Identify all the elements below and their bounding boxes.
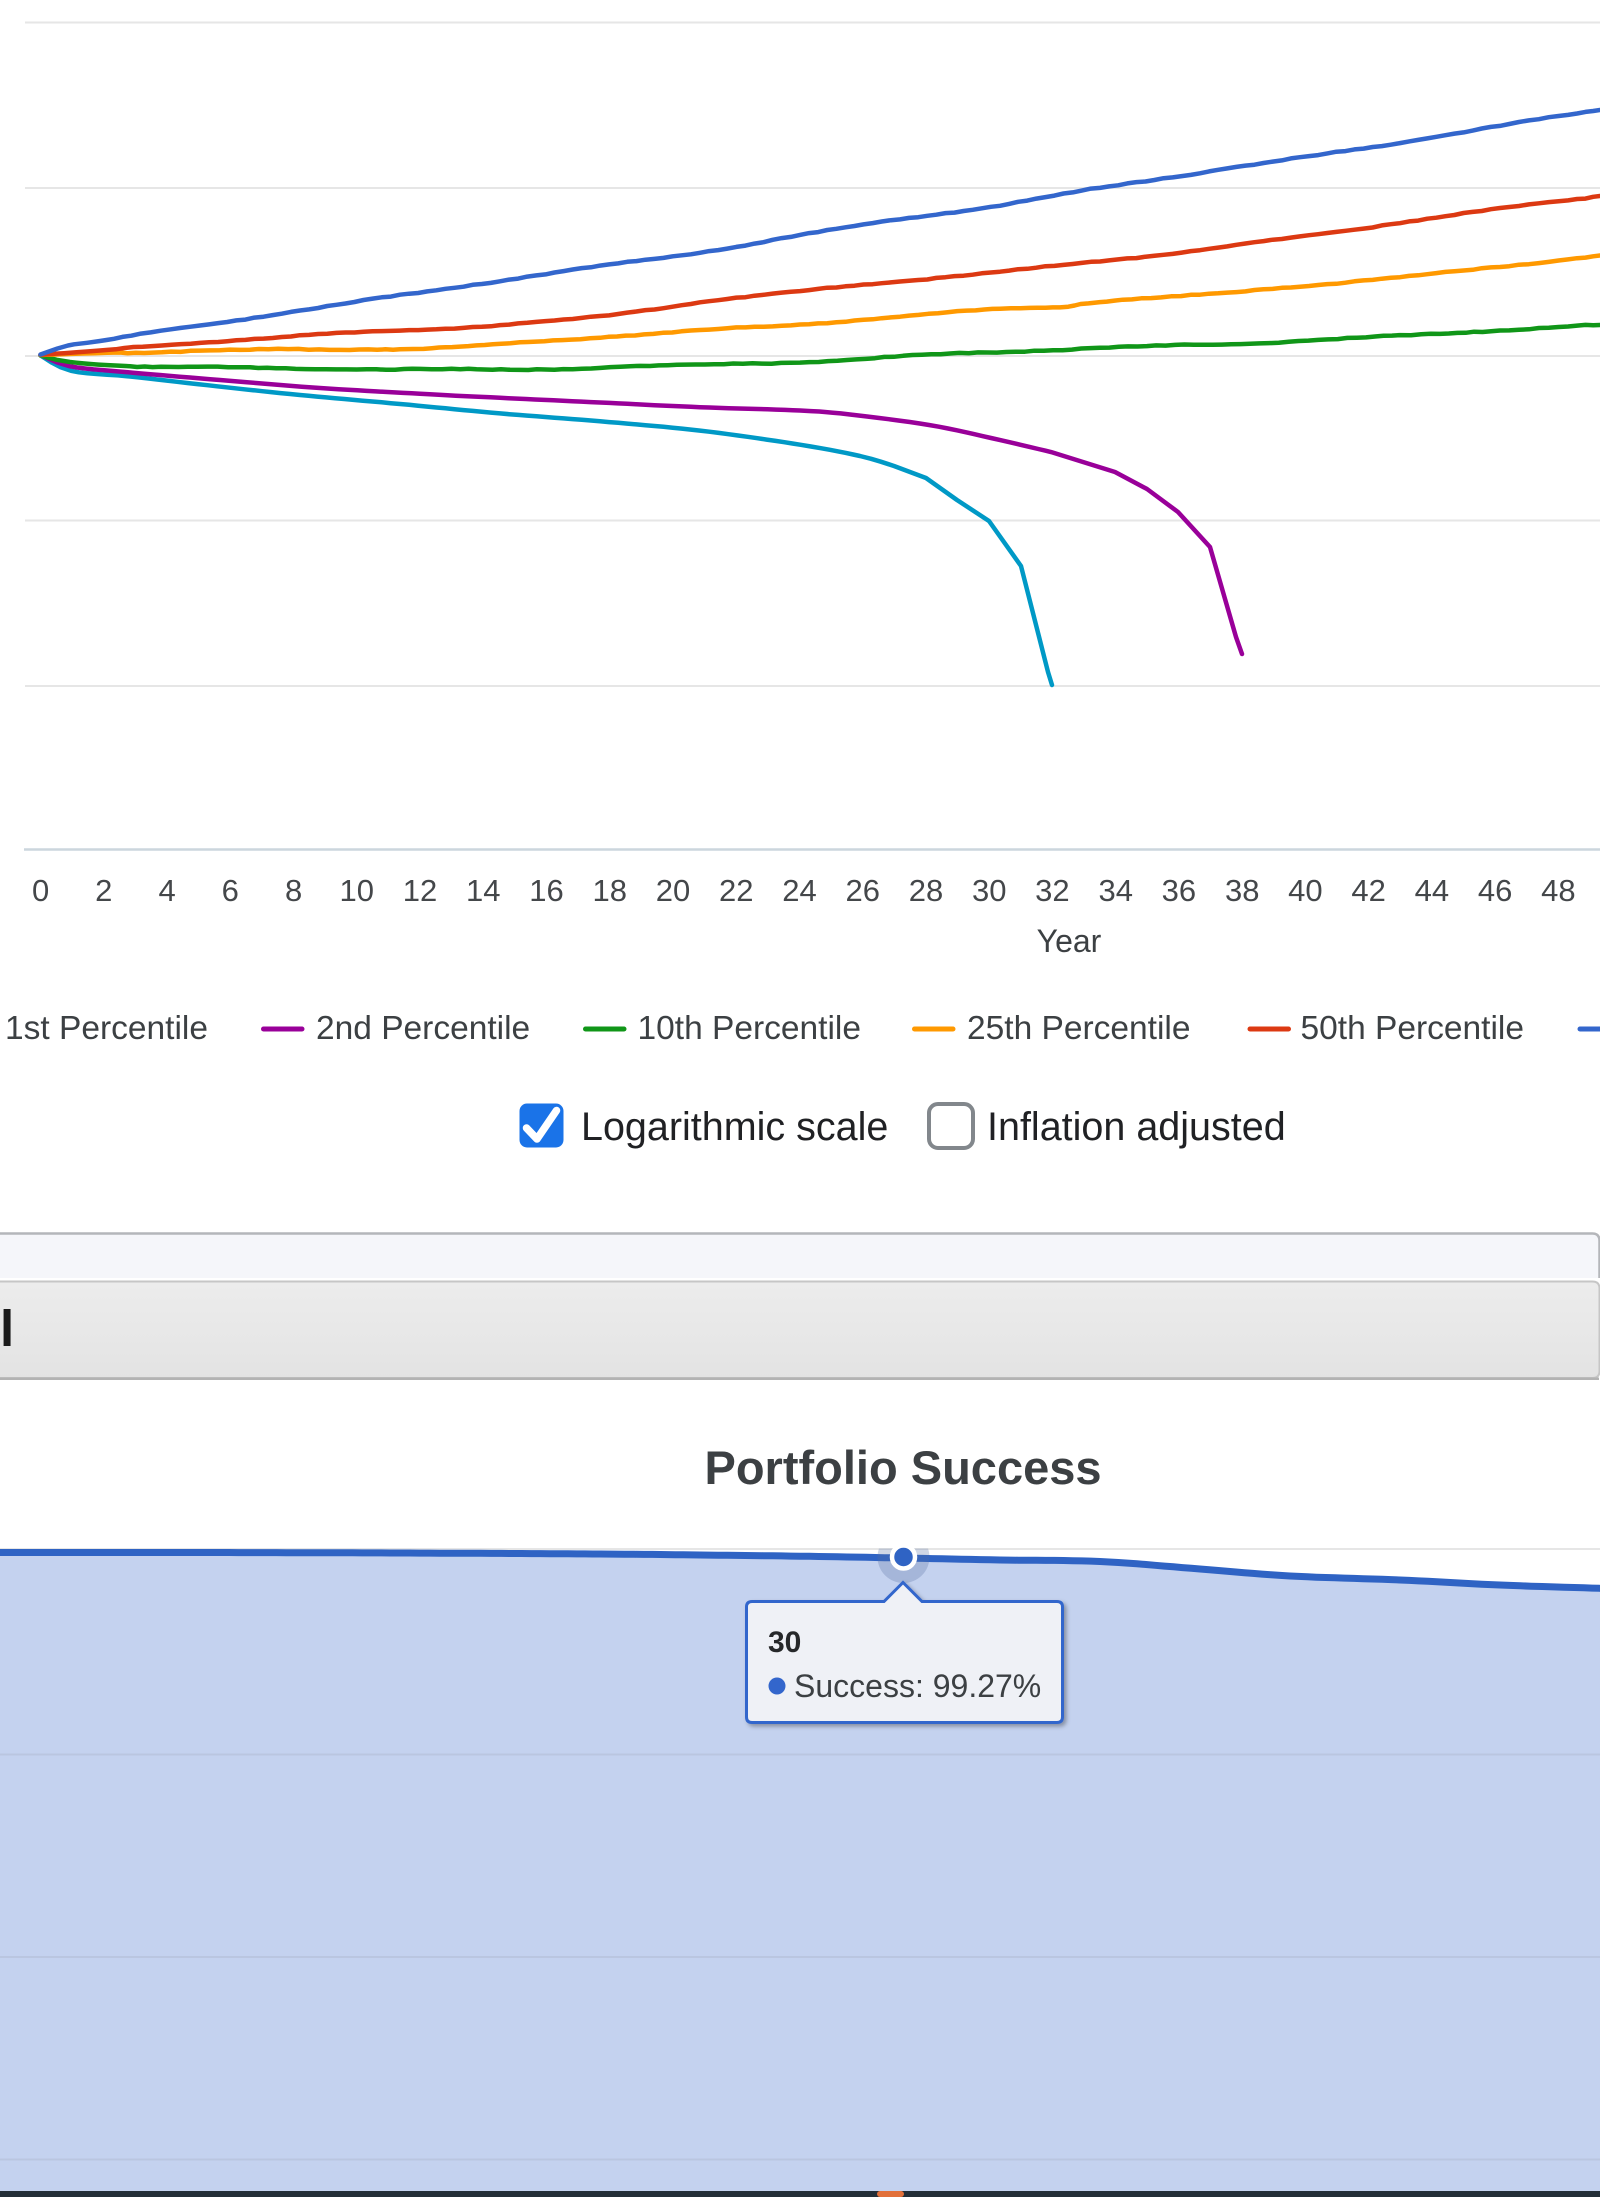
- svg-text:16: 16: [529, 873, 563, 908]
- svg-text:32: 32: [1035, 873, 1069, 908]
- svg-text:20: 20: [656, 873, 690, 908]
- svg-text:25th Percentile: 25th Percentile: [967, 1010, 1190, 1047]
- svg-text:38: 38: [1225, 873, 1259, 908]
- svg-text:18: 18: [593, 873, 627, 908]
- svg-text:Success: 99.27%: Success: 99.27%: [794, 1668, 1041, 1704]
- svg-text:6: 6: [222, 873, 239, 908]
- svg-text:4: 4: [158, 873, 175, 908]
- svg-text:2: 2: [95, 873, 112, 908]
- svg-text:34: 34: [1098, 873, 1132, 908]
- svg-text:0: 0: [32, 873, 49, 908]
- svg-text:14: 14: [466, 873, 500, 908]
- svg-text:50th Percentile: 50th Percentile: [1301, 1010, 1524, 1047]
- svg-text:10: 10: [340, 873, 374, 908]
- svg-text:44: 44: [1415, 873, 1449, 908]
- svg-text:l: l: [0, 1300, 14, 1357]
- svg-text:42: 42: [1351, 873, 1385, 908]
- svg-text:Logarithmic scale: Logarithmic scale: [581, 1105, 888, 1149]
- svg-text:26: 26: [845, 873, 879, 908]
- svg-text:30: 30: [768, 1626, 801, 1659]
- svg-text:30: 30: [972, 873, 1006, 908]
- svg-text:10th Percentile: 10th Percentile: [638, 1010, 861, 1047]
- svg-text:8: 8: [285, 873, 302, 908]
- svg-text:24: 24: [782, 873, 816, 908]
- svg-text:2nd Percentile: 2nd Percentile: [316, 1010, 530, 1047]
- svg-text:12: 12: [403, 873, 437, 908]
- svg-text:40: 40: [1288, 873, 1322, 908]
- svg-text:22: 22: [719, 873, 753, 908]
- svg-text:Inflation adjusted: Inflation adjusted: [987, 1105, 1286, 1149]
- svg-text:46: 46: [1478, 873, 1512, 908]
- svg-text:36: 36: [1162, 873, 1196, 908]
- svg-text:Year: Year: [1037, 923, 1102, 959]
- svg-text:48: 48: [1541, 873, 1575, 908]
- svg-text:1st Percentile: 1st Percentile: [5, 1010, 208, 1047]
- svg-text:28: 28: [909, 873, 943, 908]
- svg-text:Portfolio Success: Portfolio Success: [705, 1441, 1102, 1494]
